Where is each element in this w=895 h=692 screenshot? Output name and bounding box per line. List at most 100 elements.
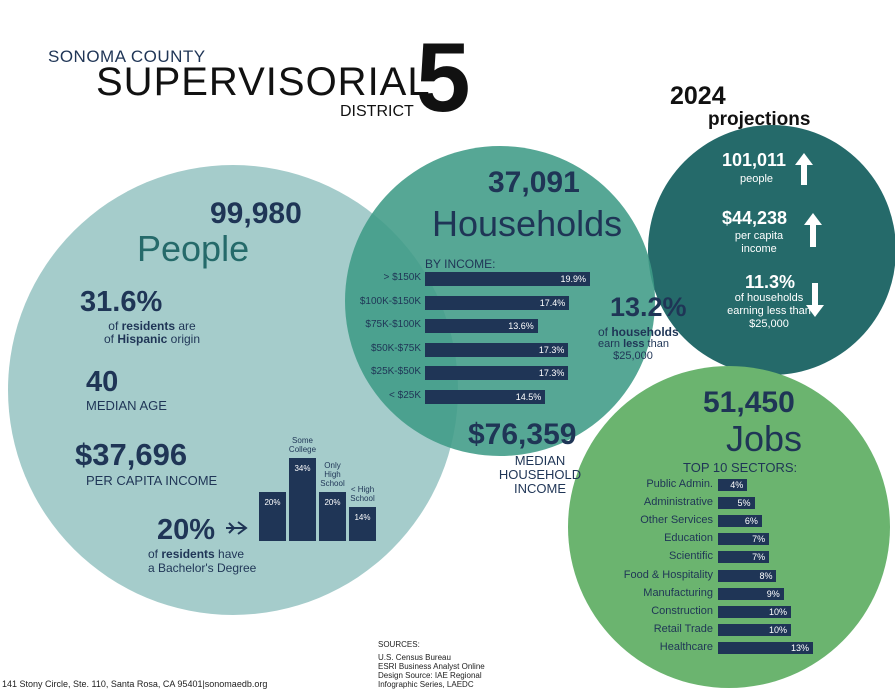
income-label: $75K-$100K <box>365 319 421 330</box>
low-income-line2-c: than <box>644 338 669 350</box>
low-income-line2-a: earn <box>598 338 624 350</box>
bachelor-line1-a: of <box>148 547 162 561</box>
education-bar <box>319 492 346 541</box>
sector-label: Retail Trade <box>653 622 713 635</box>
hispanic-line2-a: of <box>103 332 118 346</box>
page-title: SUPERVISORIAL <box>96 60 431 104</box>
hispanic-line1-a: of <box>108 319 122 333</box>
median-line1: MEDIAN <box>514 453 566 468</box>
sector-bar: 4% <box>718 479 748 491</box>
proj-people-label: people <box>740 173 774 185</box>
sector-bar: 8% <box>718 569 777 582</box>
education-label: Some College <box>288 436 317 454</box>
sources-title: SOURCES: <box>378 640 420 649</box>
sector-bar: 10% <box>718 605 792 618</box>
education-label: < High School <box>350 484 375 503</box>
low-income-line3: $25,000 <box>613 350 653 362</box>
projections-year: 2024 <box>670 82 726 110</box>
education-value: 34% <box>294 464 311 473</box>
sector-bar: 13% <box>718 641 813 654</box>
income-bar: 17.4% <box>425 295 570 310</box>
income-bar: 13.6% <box>425 319 538 333</box>
proj-income-value: $44,238 <box>722 208 788 228</box>
education-label: Only High School <box>320 461 345 489</box>
source-2: ESRI Business Analyst Online <box>378 662 485 671</box>
proj-low-income-label: of households earning less than $25,000 <box>726 292 812 331</box>
sectors-label: TOP 10 SECTORS: <box>683 460 798 475</box>
median-age-label: MEDIAN AGE <box>86 398 167 413</box>
footer-address: 141 Stony Circle, Ste. 110, Santa Rosa, … <box>2 679 268 689</box>
education-value: 20% <box>324 498 341 508</box>
income-label: $25K-$50K <box>370 366 421 377</box>
source-4: Infographic Series, LAEDC <box>378 680 474 689</box>
median-line3: INCOME <box>514 481 566 496</box>
income-bar: 17.3% <box>425 366 569 380</box>
sector-bar: 6% <box>718 515 762 528</box>
sector-label: Manufacturing <box>643 586 713 599</box>
income-label: $50K-$75K <box>370 342 421 354</box>
down-arrow-icon <box>806 283 824 317</box>
low-income-pct: 13.2% <box>610 292 687 322</box>
proj-income-label-text: per capita income <box>734 230 784 255</box>
hispanic-line1-c: are <box>175 319 196 333</box>
per-capita-label: PER CAPITA INCOME <box>86 473 218 488</box>
education-bar <box>289 458 316 541</box>
hispanic-line2: of Hispanic origin <box>77 332 227 346</box>
low-income-line1-a: of <box>598 325 612 339</box>
proj-income-label: per capita income <box>722 230 796 256</box>
sector-bar: 10% <box>718 623 792 636</box>
education-value: 20% <box>264 498 281 508</box>
sector-label: Food & Hospitality <box>623 568 713 581</box>
arrow-icon <box>226 521 248 535</box>
median-age: 40 <box>86 366 119 398</box>
median-household-income: $76,359 <box>468 418 577 451</box>
sector-label: Administrative <box>643 496 713 509</box>
up-arrow-icon <box>804 213 822 247</box>
bachelor-line2: a Bachelor's Degree <box>148 561 257 575</box>
hispanic-line1: of residents are <box>77 319 227 333</box>
sector-bar: 7% <box>718 533 770 546</box>
hispanic-line2-b: Hispanic <box>117 332 168 346</box>
income-label: < $25K <box>389 389 421 401</box>
education-value: 14% <box>354 512 371 522</box>
projections-title: projections <box>708 109 811 130</box>
sector-label: Construction <box>651 604 713 617</box>
sector-label: Other Services <box>640 514 713 527</box>
hispanic-line2-c: origin <box>167 332 201 346</box>
bachelor-line1-c: have <box>214 547 245 561</box>
low-income-line1: of households <box>598 325 679 339</box>
low-income-line1-b: households <box>611 325 679 339</box>
by-income-label: BY INCOME: <box>425 257 496 271</box>
income-bar: 19.9% <box>425 272 590 286</box>
income-label: $100K-$150K <box>359 295 421 307</box>
source-3: Design Source: IAE Regional <box>378 671 482 680</box>
district-number: 5 <box>416 22 471 132</box>
education-bar <box>349 506 376 541</box>
low-income-line2: earn less than <box>598 338 669 350</box>
bachelor-line1-b: residents <box>161 547 215 561</box>
median-line2: HOUSEHOLD <box>498 467 582 482</box>
sector-bar: 5% <box>718 497 755 510</box>
hispanic-pct: 31.6% <box>80 286 163 318</box>
education-bar <box>259 492 286 541</box>
income-bar: 17.3% <box>425 342 569 357</box>
jobs-title: Jobs <box>726 418 803 459</box>
district-label: DISTRICT <box>340 103 414 120</box>
per-capita-income: $37,696 <box>75 437 188 472</box>
proj-low-income-label-text: of households earning less than $25,000 <box>727 292 811 330</box>
county-name: SONOMA COUNTY <box>48 47 206 66</box>
up-arrow-icon <box>795 153 813 185</box>
sector-bar: 7% <box>718 551 770 564</box>
proj-people-value: 101,011 <box>722 150 787 170</box>
bachelor-line1: of residents have <box>148 547 244 561</box>
income-bar: 14.5% <box>425 389 546 404</box>
sector-label: Scientific <box>668 550 713 563</box>
low-income-line2-b: less <box>623 338 645 350</box>
households-title: Households <box>432 203 623 244</box>
sector-bar: 9% <box>718 587 784 600</box>
projections-circle <box>648 125 895 375</box>
sector-label: Public Admin. <box>646 478 713 490</box>
people-title: People <box>137 228 250 269</box>
jobs-count: 51,450 <box>703 386 795 419</box>
bachelor-pct: 20% <box>157 514 216 546</box>
